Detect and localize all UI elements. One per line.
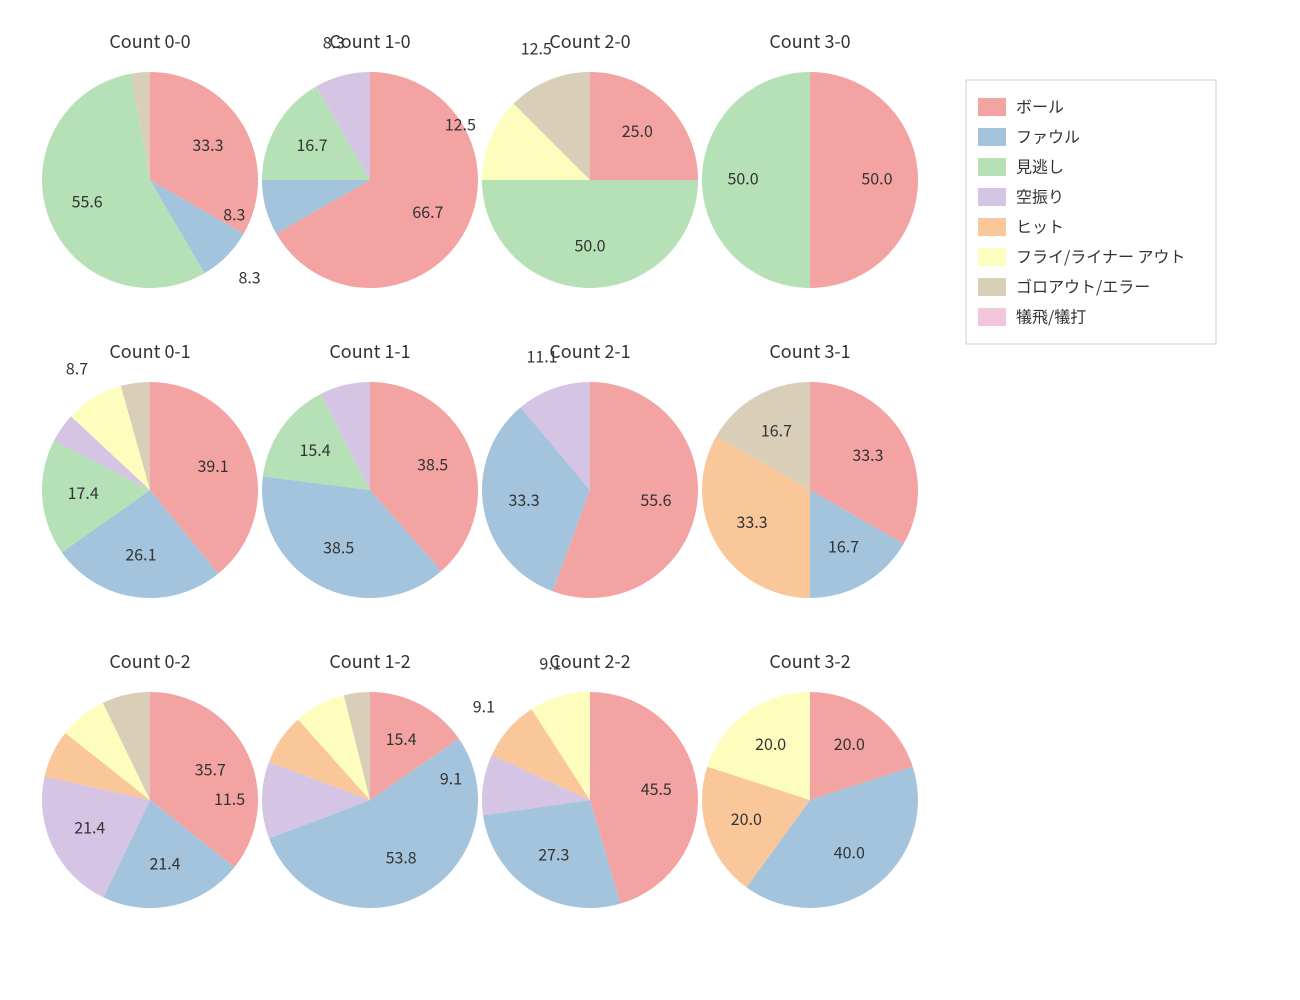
chart-title: Count 3-1 <box>769 338 850 364</box>
chart-title: Count 0-0 <box>109 28 190 54</box>
legend-swatch <box>978 278 1006 296</box>
legend-label: フライ/ライナー アウト <box>1016 243 1186 267</box>
legend-swatch <box>978 218 1006 236</box>
slice-label: 25.0 <box>622 118 653 142</box>
legend-label: 犠飛/犠打 <box>1016 303 1086 327</box>
slice-label: 26.1 <box>125 542 156 566</box>
chart-title: Count 3-2 <box>769 648 850 674</box>
slice-label: 33.3 <box>736 509 767 533</box>
slice-label: 8.3 <box>323 30 345 54</box>
slice-label: 38.5 <box>323 535 354 559</box>
legend-swatch <box>978 188 1006 206</box>
slice-label: 35.7 <box>195 756 226 780</box>
slice-label: 12.5 <box>521 36 552 60</box>
legend-frame <box>966 80 1216 344</box>
slice-label: 8.3 <box>223 202 245 226</box>
slice-label: 55.6 <box>72 188 103 212</box>
legend-swatch <box>978 248 1006 266</box>
slice-label: 20.0 <box>834 731 865 755</box>
slice-label: 39.1 <box>198 453 229 477</box>
chart-title: Count 1-1 <box>329 338 410 364</box>
slice-label: 40.0 <box>834 840 865 864</box>
slice-label: 12.5 <box>445 112 476 136</box>
slice-label: 16.7 <box>828 533 859 557</box>
slice-label: 21.4 <box>74 815 105 839</box>
slice-label: 17.4 <box>68 480 99 504</box>
slice-label: 33.3 <box>508 487 539 511</box>
chart-svg: Count 0-033.38.355.6Count 1-066.78.316.7… <box>0 0 1300 1000</box>
slice-label: 8.3 <box>238 264 260 288</box>
slice-label: 21.4 <box>149 851 180 875</box>
slice-label: 8.7 <box>66 355 88 379</box>
slice-label: 20.0 <box>731 806 762 830</box>
legend: ボールファウル見逃し空振りヒットフライ/ライナー アウトゴロアウト/エラー犠飛/… <box>966 80 1216 344</box>
legend-swatch <box>978 128 1006 146</box>
slice-label: 11.1 <box>526 343 557 367</box>
chart-title: Count 2-1 <box>549 338 630 364</box>
legend-label: ファウル <box>1016 123 1080 147</box>
slice-label: 55.6 <box>640 487 671 511</box>
legend-swatch <box>978 158 1006 176</box>
chart-title: Count 0-1 <box>109 338 190 364</box>
slice-label: 9.1 <box>473 693 495 717</box>
chart-title: Count 2-0 <box>549 28 630 54</box>
legend-label: 見逃し <box>1016 153 1064 177</box>
chart-title: Count 3-0 <box>769 28 850 54</box>
slice-label: 33.3 <box>852 442 883 466</box>
slice-label: 33.3 <box>192 132 223 156</box>
slice-label: 50.0 <box>574 232 605 256</box>
legend-label: 空振り <box>1016 183 1064 207</box>
legend-swatch <box>978 98 1006 116</box>
slice-label: 27.3 <box>538 842 569 866</box>
slice-label: 11.5 <box>214 786 245 810</box>
legend-label: ヒット <box>1016 213 1064 237</box>
slice-label: 15.4 <box>386 726 417 750</box>
slice-label: 66.7 <box>412 199 443 223</box>
chart-title: Count 0-2 <box>109 648 190 674</box>
slice-label: 53.8 <box>386 845 417 869</box>
legend-label: ボール <box>1016 93 1064 117</box>
slice-label: 15.4 <box>300 437 331 461</box>
legend-label: ゴロアウト/エラー <box>1016 273 1150 297</box>
chart-grid: Count 0-033.38.355.6Count 1-066.78.316.7… <box>0 0 1300 1000</box>
slice-label: 20.0 <box>755 731 786 755</box>
chart-title: Count 1-2 <box>329 648 410 674</box>
slice-label: 50.0 <box>727 165 758 189</box>
legend-swatch <box>978 308 1006 326</box>
slice-label: 50.0 <box>861 165 892 189</box>
slice-label: 9.1 <box>539 651 561 675</box>
slice-label: 38.5 <box>417 452 448 476</box>
slice-label: 16.7 <box>761 417 792 441</box>
slice-label: 45.5 <box>641 776 672 800</box>
slice-label: 16.7 <box>296 132 327 156</box>
slice-label: 9.1 <box>440 765 462 789</box>
